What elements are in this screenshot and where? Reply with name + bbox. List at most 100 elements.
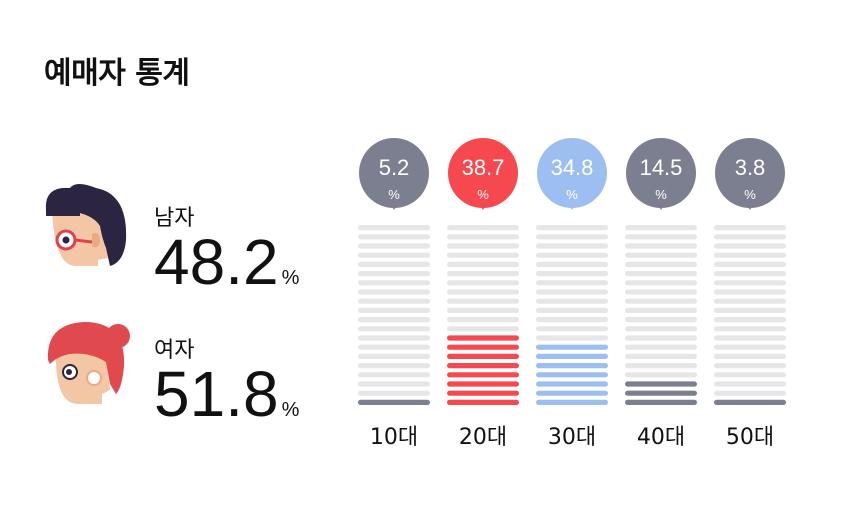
bar-segment-empty <box>536 271 608 277</box>
bar-segment-filled <box>714 399 786 405</box>
bar-segment-empty <box>625 363 697 369</box>
bar-segment-empty <box>447 307 519 313</box>
bar-segment-empty <box>625 353 697 359</box>
page-title: 예매자 통계 <box>44 56 190 91</box>
category-label: 50대 <box>726 425 774 450</box>
bar-segment-empty <box>625 243 697 249</box>
data-label: 5.2 <box>379 155 410 180</box>
female-label: 여자 <box>154 338 195 363</box>
bar-segment-empty <box>714 271 786 277</box>
bar-segment-filled <box>447 390 519 396</box>
bar-segment-filled <box>447 344 519 350</box>
bar-segment-filled <box>447 381 519 387</box>
bar-segment-filled <box>358 399 430 405</box>
bar-segment-filled <box>447 372 519 378</box>
bar-segment-empty <box>358 280 430 286</box>
bar-segment-empty <box>358 344 430 350</box>
category-label: 10대 <box>370 425 418 450</box>
bar-segment-empty <box>714 372 786 378</box>
bar-segment-empty <box>714 298 786 304</box>
bar-segment-empty <box>625 261 697 267</box>
bar-segment-empty <box>358 363 430 369</box>
bar-segment-empty <box>358 252 430 258</box>
bar-segment-empty <box>358 225 430 231</box>
bar-segment-empty <box>536 326 608 332</box>
bar-segment-filled <box>536 390 608 396</box>
bar-segment-empty <box>358 381 430 387</box>
bar-segment-filled <box>536 344 608 350</box>
bar-segment-empty <box>358 261 430 267</box>
bar-segment-empty <box>447 280 519 286</box>
bar-segment-filled <box>447 399 519 405</box>
bar-segment-empty <box>447 326 519 332</box>
bubble-circle <box>359 138 429 208</box>
bar-segment-empty <box>358 317 430 323</box>
bar-segment-empty <box>714 363 786 369</box>
bar-segment-empty <box>536 335 608 341</box>
bar-segment-filled <box>447 335 519 341</box>
value-bubble-3: 14.5% <box>626 138 696 210</box>
bar-segment-empty <box>625 317 697 323</box>
bar-segment-empty <box>447 289 519 295</box>
male-avatar-icon <box>45 184 127 266</box>
bar-segment-empty <box>536 317 608 323</box>
bar-segment-empty <box>358 353 430 359</box>
female-avatar-icon <box>47 322 130 404</box>
data-label-unit: % <box>655 187 667 202</box>
age-bar-3: 14.5% 40대 <box>625 138 697 450</box>
bar-segment-empty <box>625 335 697 341</box>
bar-segment-empty <box>625 289 697 295</box>
bar-segment-empty <box>625 280 697 286</box>
data-label: 3.8 <box>735 155 766 180</box>
bar-segment-empty <box>714 289 786 295</box>
bar-segment-filled <box>536 372 608 378</box>
bar-segment-filled <box>536 381 608 387</box>
bar-segment-empty <box>625 344 697 350</box>
age-bar-1: 38.7% 20대 <box>447 138 519 450</box>
age-bar-0: 5.2% 10대 <box>358 138 430 450</box>
bar-segment-empty <box>358 234 430 240</box>
category-label: 40대 <box>637 425 685 450</box>
bar-segment-empty <box>625 326 697 332</box>
male-value: 48.2 <box>154 226 279 298</box>
bar-segment-empty <box>358 326 430 332</box>
age-bar-4: 3.8% 50대 <box>714 138 786 450</box>
bar-segment-empty <box>714 261 786 267</box>
bar-segment-empty <box>714 234 786 240</box>
data-label-unit: % <box>388 187 400 202</box>
bar-segment-empty <box>714 225 786 231</box>
bar-segment-empty <box>714 353 786 359</box>
bar-segment-empty <box>714 344 786 350</box>
bar-segment-empty <box>536 298 608 304</box>
bar-segment-filled <box>447 363 519 369</box>
bar-segment-empty <box>714 317 786 323</box>
bar-segment-empty <box>625 307 697 313</box>
bar-segment-empty <box>625 298 697 304</box>
bar-segment-empty <box>447 243 519 249</box>
data-label: 14.5 <box>640 155 683 180</box>
bubble-circle <box>537 138 607 208</box>
bar-segment-empty <box>714 280 786 286</box>
bubble-circle <box>448 138 518 208</box>
data-label-unit: % <box>744 187 756 202</box>
value-bubble-4: 3.8% <box>715 138 785 210</box>
value-bubble-1: 38.7% <box>448 138 518 210</box>
bar-segment-empty <box>447 234 519 240</box>
bar-segment-empty <box>536 307 608 313</box>
bar-segment-empty <box>447 271 519 277</box>
bar-segment-filled <box>536 353 608 359</box>
age-bar-2: 34.8% 30대 <box>536 138 608 450</box>
bar-segment-empty <box>536 289 608 295</box>
bar-segment-empty <box>536 225 608 231</box>
bar-segment-empty <box>358 289 430 295</box>
bar-segment-empty <box>536 261 608 267</box>
bar-segment-empty <box>358 243 430 249</box>
bar-segment-empty <box>625 234 697 240</box>
data-label: 38.7 <box>462 155 505 180</box>
bar-segment-empty <box>714 243 786 249</box>
bar-segment-empty <box>714 335 786 341</box>
female-percentage: 51.8% <box>154 362 299 442</box>
bubble-circle <box>626 138 696 208</box>
data-label: 34.8 <box>551 155 594 180</box>
